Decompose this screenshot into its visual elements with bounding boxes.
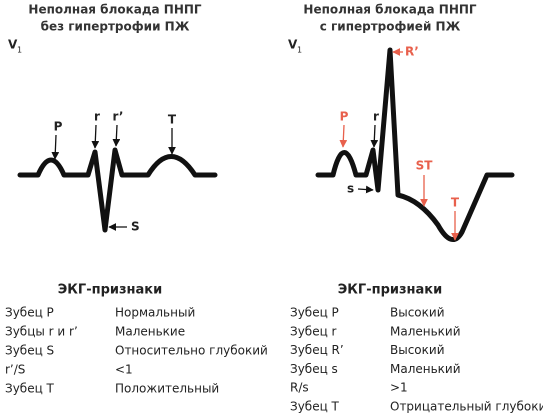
row-label: r’/S — [5, 363, 25, 377]
row-label: Зубец S — [5, 344, 54, 358]
row-value: <1 — [115, 363, 133, 377]
row-label: Зубец P — [5, 306, 54, 320]
lead-index: 1 — [17, 46, 22, 55]
row-value: Высокий — [390, 343, 445, 357]
panel-right: Неполная блокада ПНПГ с гипертрофией ПЖ … — [288, 3, 515, 242]
wave-label: r’ — [113, 110, 124, 124]
wave-label: s — [347, 182, 354, 196]
arrow — [51, 134, 60, 160]
wave-label: T — [451, 196, 460, 210]
table-header: ЭКГ-признаки — [338, 283, 442, 298]
wave-label: r — [373, 110, 379, 124]
wave-label: S — [131, 220, 140, 234]
row-value: Высокий — [390, 306, 445, 320]
title: Неполная блокада ПНПГ — [303, 3, 477, 17]
row-label: Зубец r — [290, 324, 337, 338]
row-label: Зубец P — [290, 306, 339, 320]
lead: V — [8, 38, 18, 52]
tables: ЭКГ-признаки Зубец P Нормальный Зубцы r и r… — [5, 283, 543, 414]
arrow — [370, 124, 379, 148]
row-label: R/s — [290, 381, 309, 395]
title: Неполная блокада ПНПГ — [28, 3, 202, 17]
wave-label: ST — [416, 159, 434, 173]
wave-label: P — [54, 120, 63, 134]
row-value: Положительный — [115, 382, 219, 396]
row-value: Маленький — [390, 324, 461, 338]
title: без гипертрофии ПЖ — [41, 20, 190, 34]
arrow — [357, 185, 374, 194]
row-value: Маленький — [390, 362, 461, 376]
lead-index: 1 — [297, 46, 302, 55]
row-label: Зубец T — [290, 400, 340, 414]
row-value: Маленькие — [115, 325, 185, 339]
ecg-trace — [17, 147, 218, 233]
arrow — [339, 124, 348, 148]
wave-label: P — [340, 110, 349, 124]
lead: V — [288, 38, 298, 52]
row-label: Зубец R’ — [290, 343, 344, 357]
row-value: Относительно глубокий — [115, 344, 268, 358]
arrow — [91, 124, 100, 149]
title: с гипертрофией ПЖ — [320, 20, 461, 34]
row-value: Отрицательный глубокий — [390, 400, 543, 414]
wave-label: r — [94, 110, 100, 124]
row-label: Зубец T — [5, 382, 55, 396]
row-label: Зубцы r и r’ — [5, 325, 78, 339]
row-label: Зубец s — [290, 362, 338, 376]
wave-label: T — [168, 113, 177, 127]
row-value: >1 — [390, 381, 408, 395]
wave-label: R’ — [405, 45, 419, 59]
table-header: ЭКГ-признаки — [58, 283, 162, 298]
panel-left: Неполная блокада ПНПГ без гипертрофии ПЖ… — [8, 3, 218, 234]
row-value: Нормальный — [115, 306, 195, 320]
arrow — [112, 124, 121, 147]
ecg-trace — [315, 47, 515, 242]
